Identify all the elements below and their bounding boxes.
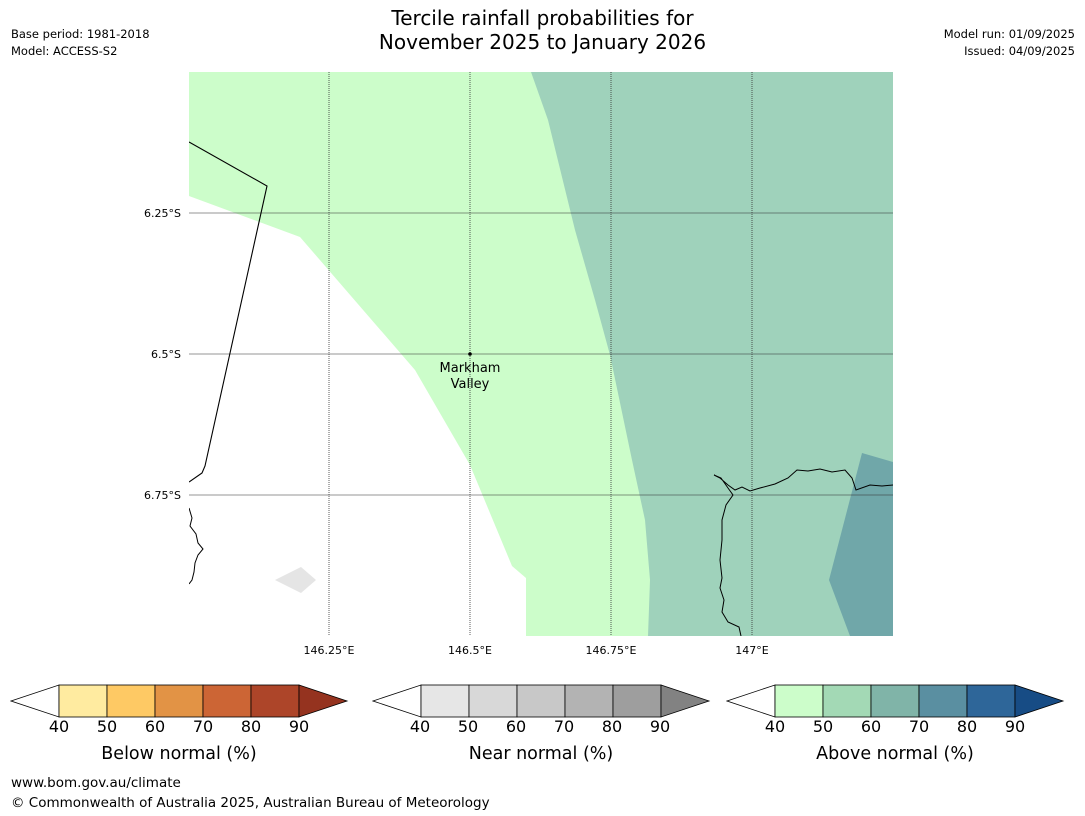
tick-above-50: 50 [812, 717, 834, 736]
base-period-info: Base period: 1981-2018 Model: ACCESS-S2 [11, 26, 150, 60]
title-line-2: November 2025 to January 2026 [378, 30, 707, 54]
model-name: Model: ACCESS-S2 [11, 44, 118, 58]
model-run: Model run: 01/09/2025 [943, 27, 1075, 41]
colorbar-under-arrow [10, 684, 60, 718]
tick-above-40: 40 [764, 717, 786, 736]
tick-below-90: 90 [288, 717, 310, 736]
colorbar-above-normal [726, 683, 1066, 719]
tick-near-70: 70 [553, 717, 575, 736]
tick-above-60: 60 [860, 717, 882, 736]
tick-below-80: 80 [240, 717, 262, 736]
tick-above-80: 80 [956, 717, 978, 736]
tick-near-40: 40 [409, 717, 431, 736]
tick-below-50: 50 [96, 717, 118, 736]
lon-label-146.25E: 146.25°E [304, 644, 355, 657]
colorbar-segment-60-70 [516, 684, 566, 718]
colorbar-near-title: Near normal (%) [468, 744, 614, 764]
lat-label-6.25S: 6.25°S [144, 207, 181, 220]
colorbar-segment-80-90 [612, 684, 662, 718]
forecast-map: Markham Valley 6.25°S 6.5°S 6.75°S 146.2… [144, 72, 893, 657]
tick-below-70: 70 [192, 717, 214, 736]
coastline-east [713, 468, 893, 636]
title-line-1: Tercile rainfall probabilities for [391, 6, 694, 30]
tick-below-40: 40 [48, 717, 70, 736]
colorbar-segment-80-90 [966, 684, 1016, 718]
location-marker [468, 352, 472, 356]
colorbar-segment-40-50 [58, 684, 108, 718]
location-label-line-1: Markham [440, 361, 501, 376]
colorbar-below-normal [10, 683, 350, 719]
region-near-40-50 [275, 567, 316, 593]
colorbar-segment-70-80 [918, 684, 968, 718]
lon-label-146.5E: 146.5°E [448, 644, 492, 657]
graticule [189, 72, 893, 636]
tick-below-60: 60 [144, 717, 166, 736]
colorbar-segment-40-50 [774, 684, 824, 718]
colorbar-segment-50-60 [468, 684, 518, 718]
tick-near-50: 50 [457, 717, 479, 736]
tick-near-60: 60 [505, 717, 527, 736]
footer-copyright: © Commonwealth of Australia 2025, Austra… [11, 795, 490, 811]
lat-label-6.75S: 6.75°S [144, 489, 181, 502]
colorbar-under-arrow [726, 684, 776, 718]
issued-date: Issued: 04/09/2025 [964, 44, 1075, 58]
tick-above-90: 90 [1004, 717, 1026, 736]
colorbar-under-arrow [372, 684, 422, 718]
lon-label-146.75E: 146.75°E [586, 644, 637, 657]
colorbar-segment-40-50 [420, 684, 470, 718]
colorbar-segment-60-70 [870, 684, 920, 718]
footer-url: www.bom.gov.au/climate [11, 775, 181, 791]
location-label-line-2: Valley [451, 377, 490, 392]
colorbar-segment-70-80 [202, 684, 252, 718]
colorbar-segment-80-90 [250, 684, 300, 718]
colorbar-segment-70-80 [564, 684, 614, 718]
coastline-west [189, 507, 204, 585]
lat-label-6.5S: 6.5°S [151, 348, 181, 361]
colorbar-over-arrow [660, 684, 711, 718]
colorbar-segment-60-70 [154, 684, 204, 718]
tick-above-70: 70 [908, 717, 930, 736]
colorbar-near-normal [372, 683, 712, 719]
colorbar-over-arrow [298, 684, 349, 718]
map-title: Tercile rainfall probabilities for Novem… [0, 6, 1085, 54]
lon-label-147E: 147°E [735, 644, 768, 657]
border-line [189, 141, 268, 483]
colorbar-below-title: Below normal (%) [101, 744, 257, 764]
model-run-info: Model run: 01/09/2025 Issued: 04/09/2025 [944, 26, 1075, 60]
colorbar-segment-50-60 [822, 684, 872, 718]
region-above-60-70 [829, 453, 893, 636]
tick-near-90: 90 [649, 717, 671, 736]
base-period: Base period: 1981-2018 [11, 27, 150, 41]
colorbar-segment-50-60 [106, 684, 156, 718]
colorbar-above-title: Above normal (%) [816, 744, 974, 764]
tick-near-80: 80 [601, 717, 623, 736]
colorbar-over-arrow [1014, 684, 1065, 718]
